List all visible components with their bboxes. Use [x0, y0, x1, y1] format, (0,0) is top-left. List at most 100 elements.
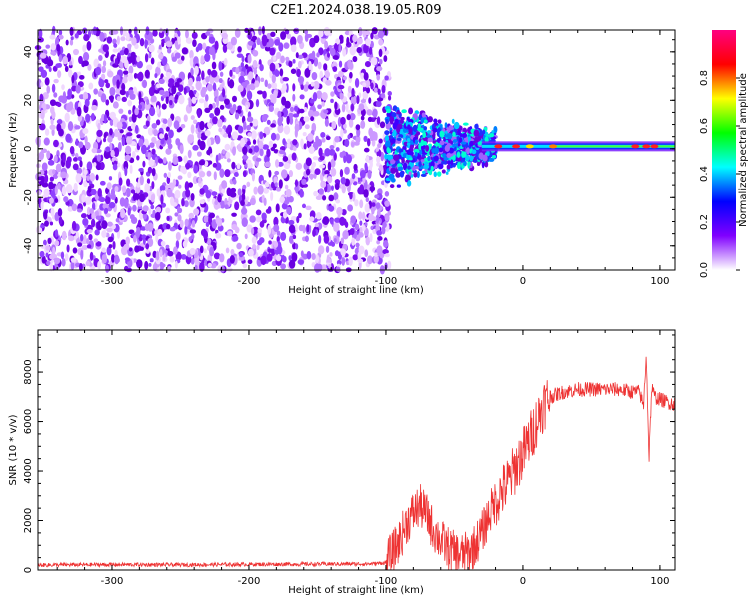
heatmap-cell — [184, 225, 188, 235]
heatmap-cell — [200, 55, 205, 65]
heatmap-cell — [236, 163, 241, 170]
heatmap-cell — [442, 153, 447, 158]
heatmap-cell — [322, 216, 330, 226]
heatmap-cell — [206, 138, 212, 148]
heatmap-y-label: Frequency (Hz) — [8, 112, 19, 188]
heatmap-cell — [295, 184, 299, 194]
heatmap-cell — [70, 257, 77, 263]
heatmap-cell — [240, 62, 245, 68]
heatmap-cell — [367, 116, 373, 122]
heatmap-cell — [231, 95, 238, 103]
heatmap-cell — [208, 46, 215, 56]
heatmap-cell — [206, 149, 211, 156]
heatmap-cell — [40, 201, 44, 210]
heatmap-cell — [363, 72, 369, 81]
heatmap-cell — [151, 136, 157, 144]
heatmap-cell — [359, 220, 363, 226]
heatmap-cell — [231, 161, 236, 170]
heatmap-cell — [343, 155, 347, 164]
heatmap-cell — [316, 90, 323, 99]
heatmap-cell — [86, 40, 92, 51]
heatmap-cell — [238, 75, 245, 84]
heatmap-cell — [420, 139, 424, 146]
heatmap-cell — [43, 137, 50, 146]
heatmap-cell — [231, 212, 237, 217]
heatmap-cell — [356, 95, 360, 105]
heatmap-cell — [109, 119, 114, 127]
heatmap-cell — [145, 120, 150, 127]
heatmap-cell — [177, 59, 183, 65]
heatmap-cell — [207, 68, 212, 76]
heatmap-cell — [161, 123, 167, 130]
heatmap-cell — [364, 38, 372, 46]
heatmap-cell — [167, 250, 174, 257]
heatmap-cell — [218, 78, 223, 84]
heatmap-cell — [314, 263, 321, 273]
heatmap-cell — [165, 207, 171, 214]
heatmap-cell — [177, 207, 183, 214]
heatmap-cell — [333, 222, 340, 233]
heatmap-cell — [396, 125, 401, 134]
heatmap-cell — [371, 216, 377, 221]
heatmap-cell — [282, 210, 288, 219]
heatmap-plot-area — [34, 25, 675, 275]
heatmap-cell — [86, 175, 90, 182]
heatmap-cell — [365, 155, 370, 163]
heatmap-cell — [69, 39, 74, 46]
heatmap-cell — [41, 182, 49, 188]
heatmap-cell — [456, 151, 461, 158]
heatmap-cell — [280, 55, 285, 64]
heatmap-cell — [307, 133, 314, 142]
heatmap-cell — [334, 179, 341, 184]
heatmap-cell — [174, 40, 178, 48]
heatmap-cell — [389, 137, 396, 145]
heatmap-cell — [268, 169, 272, 178]
heatmap-cell — [113, 254, 120, 265]
heatmap-cell — [321, 92, 328, 101]
heatmap-cell — [362, 82, 367, 88]
heatmap-cell — [330, 167, 337, 177]
heatmap-cell — [113, 147, 120, 158]
heatmap-cell — [361, 224, 366, 231]
heatmap-cell — [154, 211, 161, 221]
heatmap-cell — [418, 161, 422, 167]
heatmap-cell — [270, 31, 276, 38]
heatmap-cell — [112, 48, 119, 53]
heatmap-cell — [427, 130, 432, 134]
heatmap-cell — [245, 104, 249, 113]
heatmap-cell — [333, 238, 337, 243]
heatmap-cell — [106, 36, 113, 44]
heatmap-cell — [326, 176, 333, 184]
heatmap-cell — [77, 242, 83, 247]
heatmap-cell — [98, 196, 106, 203]
heatmap-cell — [347, 59, 353, 69]
heatmap-cell — [259, 148, 264, 157]
heatmap-cell — [116, 95, 121, 102]
heatmap-cell — [381, 226, 386, 235]
heatmap-cell — [112, 101, 119, 109]
heatmap-cell — [277, 124, 284, 134]
heatmap-cell — [111, 29, 119, 35]
heatmap-cell — [299, 188, 304, 198]
heatmap-cell — [175, 240, 180, 249]
heatmap-cell — [83, 169, 88, 175]
heatmap-cell — [369, 185, 376, 192]
heatmap-cell — [155, 119, 161, 126]
heatmap-cell — [321, 137, 326, 143]
heatmap-cell — [160, 194, 164, 205]
heatmap-cell — [123, 47, 129, 56]
heatmap-cell — [166, 215, 170, 221]
heatmap-cell — [92, 162, 97, 167]
heatmap-cell — [57, 182, 61, 190]
heatmap-cell — [219, 104, 225, 110]
heatmap-cell — [252, 243, 257, 250]
heatmap-cell — [65, 39, 69, 46]
heatmap-cell — [196, 75, 201, 83]
heatmap-cell — [120, 121, 128, 130]
heatmap-cell — [185, 162, 191, 170]
heatmap-cell — [121, 83, 126, 92]
heatmap-cell — [348, 118, 354, 128]
heatmap-cell — [353, 163, 358, 171]
heatmap-cell — [204, 129, 211, 137]
heatmap-cell — [139, 193, 146, 203]
